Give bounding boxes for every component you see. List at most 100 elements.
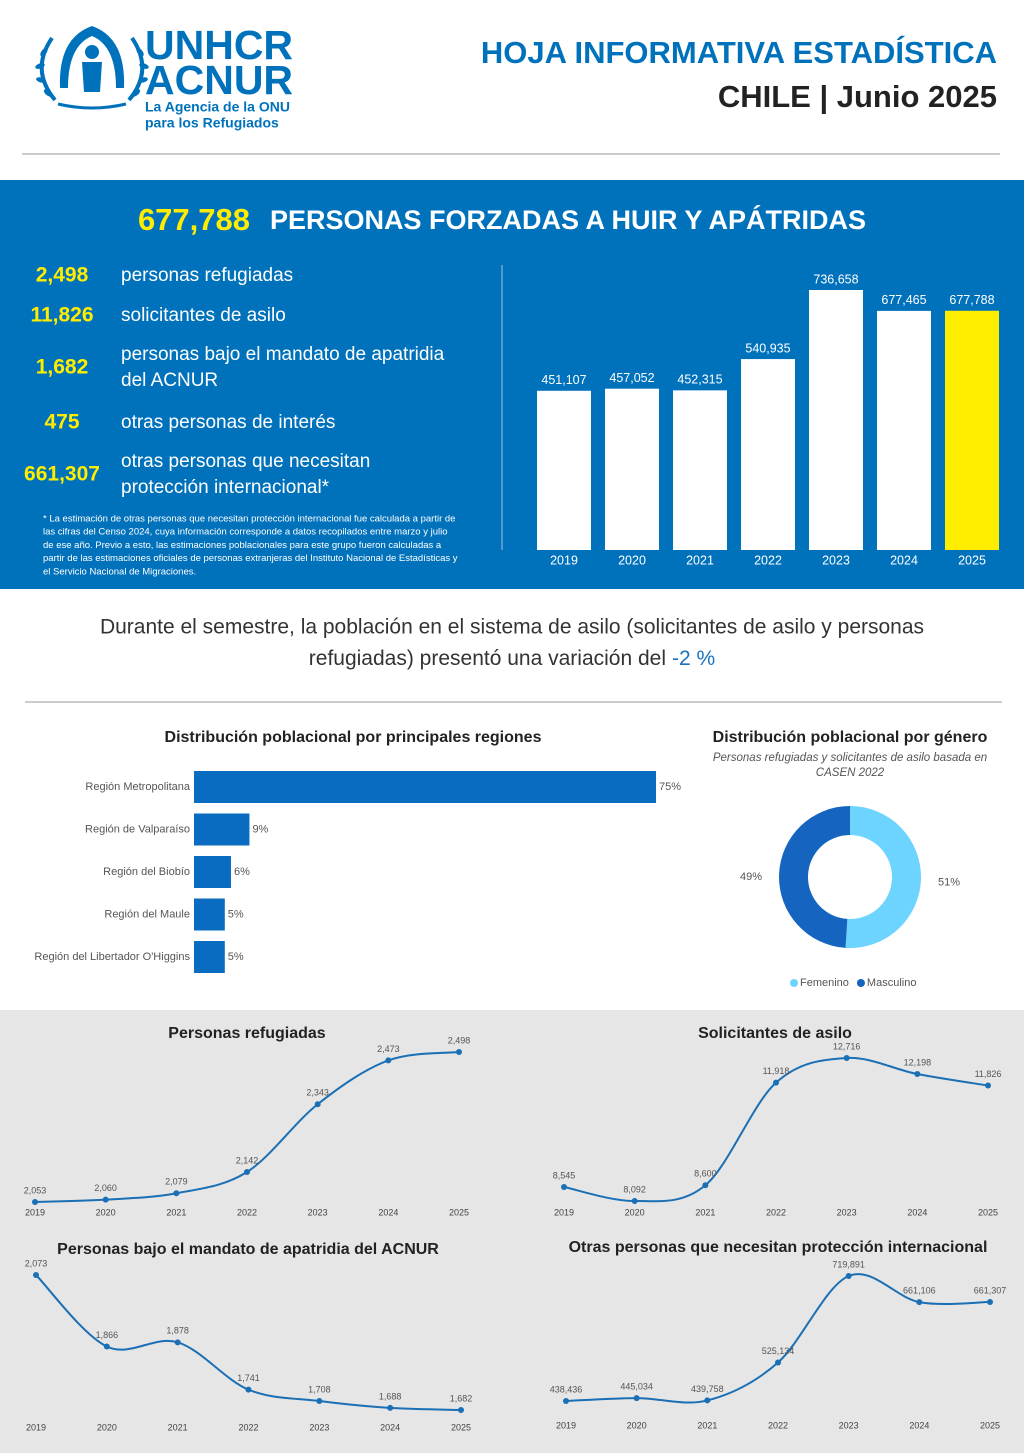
y-tick-label: Región del Maule — [104, 908, 190, 920]
chart-title: Personas refugiadas — [168, 1025, 326, 1042]
x-tick-label: 2025 — [451, 1422, 471, 1432]
bar — [605, 388, 659, 550]
point-label: 11,826 — [975, 1069, 1002, 1079]
x-tick-label: 2023 — [822, 553, 850, 567]
point-label: 439,758 — [691, 1384, 724, 1394]
bar — [194, 856, 231, 888]
x-tick-label: 2023 — [837, 1207, 857, 1217]
x-tick-label: 2021 — [686, 553, 714, 567]
line-point — [563, 1398, 569, 1404]
point-label: 438,436 — [550, 1384, 583, 1394]
summary-label: personas refugiadas — [121, 265, 293, 286]
x-tick-label: 2021 — [697, 1420, 717, 1430]
line-point — [102, 1196, 109, 1203]
chart-subtitle: Personas refugiadas y solicitantes de as… — [713, 752, 987, 764]
line-point — [458, 1407, 464, 1413]
chart-title: Solicitantes de asilo — [698, 1025, 852, 1042]
point-label: 12,716 — [833, 1041, 861, 1051]
chart-title: Distribución poblacional por principales… — [165, 729, 542, 746]
bar — [194, 898, 225, 931]
bar — [194, 771, 656, 803]
chart-title: Distribución poblacional por género — [713, 729, 988, 746]
summary-label: otras personas que necesitan — [121, 451, 370, 472]
logo-tagline: La Agencia de la ONU — [145, 99, 290, 115]
line-point — [987, 1299, 993, 1306]
x-tick-label: 2022 — [238, 1422, 258, 1432]
line-point — [244, 1169, 250, 1175]
bar — [673, 390, 727, 550]
footnote: el Servicio Nacional de Migraciones. — [43, 566, 196, 577]
x-tick-label: 2022 — [766, 1207, 786, 1217]
bar — [877, 310, 931, 550]
y-tick-label: Región del Biobío — [103, 866, 190, 878]
line-point — [174, 1339, 181, 1346]
summary-label: protección internacional* — [121, 477, 330, 498]
line-point — [916, 1299, 923, 1306]
x-tick-label: 2025 — [958, 553, 986, 567]
bar — [945, 310, 999, 550]
point-label: 661,307 — [974, 1285, 1007, 1295]
x-tick-label: 2023 — [309, 1422, 329, 1432]
line-point — [704, 1397, 711, 1404]
bar-value-label: 5% — [228, 908, 244, 920]
x-tick-label: 2022 — [768, 1420, 788, 1430]
bar-value-label: 736,658 — [813, 272, 858, 286]
statement-text: refugiadas) presentó una variación del — [309, 647, 666, 670]
bar-value-label: 451,107 — [541, 373, 586, 387]
y-tick-label: Región de Valparaíso — [85, 823, 190, 835]
pie-slice — [845, 806, 921, 949]
pie-slice — [778, 806, 850, 948]
bar-value-label: 677,465 — [881, 293, 926, 307]
summary-number: 475 — [44, 411, 79, 434]
x-tick-label: 2022 — [754, 553, 782, 567]
footnote: de ese año. Previo a esto, las estimacio… — [43, 540, 442, 551]
point-label: 1,741 — [237, 1373, 260, 1383]
chart-title: Otras personas que necesitan protección … — [569, 1239, 988, 1256]
line-point — [631, 1198, 638, 1204]
bar-value-label: 677,788 — [949, 293, 994, 307]
point-label: 1,688 — [379, 1391, 402, 1401]
x-tick-label: 2024 — [909, 1420, 929, 1430]
bar-value-label: 9% — [252, 823, 268, 835]
bar — [194, 813, 250, 846]
title: HOJA INFORMATIVA ESTADÍSTICA — [481, 35, 997, 70]
line-point — [702, 1182, 709, 1189]
line-point — [387, 1404, 394, 1411]
point-label: 11,918 — [763, 1066, 790, 1076]
x-tick-label: 2020 — [97, 1422, 117, 1432]
point-label: 2,498 — [448, 1035, 471, 1045]
summary-title: PERSONAS FORZADAS A HUIR Y APÁTRIDAS — [270, 204, 866, 235]
x-tick-label: 2023 — [839, 1420, 859, 1430]
point-label: 8,600 — [694, 1169, 717, 1179]
line-point — [316, 1398, 323, 1405]
x-tick-label: 2024 — [890, 553, 918, 567]
x-tick-label: 2021 — [695, 1207, 715, 1217]
bar — [194, 941, 225, 973]
bar — [741, 359, 795, 550]
point-label: 2,473 — [377, 1044, 400, 1054]
line-point — [561, 1183, 567, 1190]
point-label: 1,866 — [96, 1330, 119, 1340]
point-label: 8,092 — [623, 1184, 646, 1194]
footnote: partir de las estimaciones oficiales de … — [43, 553, 458, 564]
x-tick-label: 2024 — [907, 1207, 927, 1217]
line-point — [456, 1049, 462, 1055]
slice-label: 51% — [938, 877, 960, 889]
bar-value-label: 540,935 — [745, 341, 790, 355]
point-label: 661,106 — [903, 1285, 936, 1295]
summary-label: otras personas de interés — [121, 412, 335, 433]
line-point — [314, 1101, 321, 1108]
summary-number: 1,682 — [36, 356, 89, 379]
logo-name: ACNUR — [145, 57, 293, 103]
footnote: las cifras del Censo 2024, cuya informac… — [43, 527, 448, 538]
bar-value-label: 6% — [234, 866, 250, 878]
summary-label: personas bajo el mandato de apatridia — [121, 344, 445, 365]
x-tick-label: 2024 — [378, 1207, 398, 1217]
logo-emblem — [35, 26, 149, 110]
point-label: 8,545 — [553, 1170, 576, 1180]
x-tick-label: 2019 — [556, 1420, 576, 1430]
statement-text: Durante el semestre, la población en el … — [100, 616, 924, 639]
logo-tagline: para los Refugiados — [145, 115, 279, 131]
summary-number: 11,826 — [30, 304, 93, 327]
